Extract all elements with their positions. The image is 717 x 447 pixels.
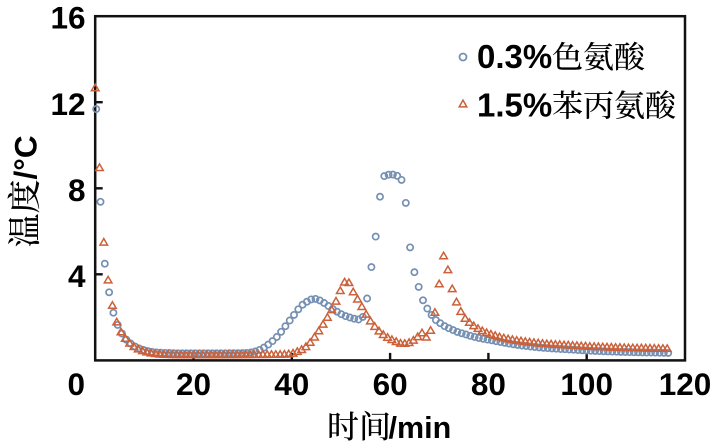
svg-text:20: 20 xyxy=(176,366,211,402)
svg-text:/min: /min xyxy=(389,411,452,445)
svg-text:0.3%: 0.3% xyxy=(477,38,552,75)
svg-text:16: 16 xyxy=(50,0,85,36)
svg-text:60: 60 xyxy=(373,366,408,402)
svg-text:8: 8 xyxy=(68,172,86,208)
svg-text:100: 100 xyxy=(560,366,613,402)
svg-text:40: 40 xyxy=(274,366,309,402)
svg-text:12: 12 xyxy=(50,86,85,122)
svg-text:4: 4 xyxy=(68,258,86,294)
svg-text:80: 80 xyxy=(471,366,506,402)
svg-text:0: 0 xyxy=(67,366,85,402)
svg-text:/°C: /°C xyxy=(8,135,44,179)
svg-text:120: 120 xyxy=(659,366,712,402)
svg-text:1.5%: 1.5% xyxy=(477,87,552,124)
